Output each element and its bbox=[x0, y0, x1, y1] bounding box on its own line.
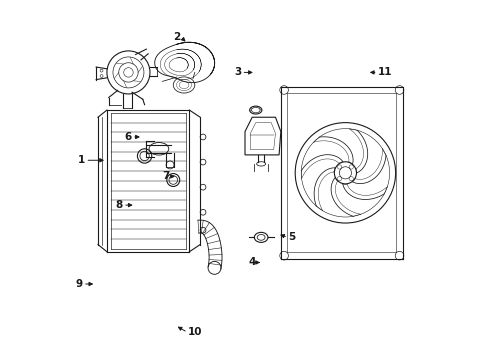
Text: 6: 6 bbox=[125, 132, 132, 142]
Text: 7: 7 bbox=[162, 171, 170, 181]
Text: 9: 9 bbox=[76, 279, 83, 289]
Text: 11: 11 bbox=[378, 67, 392, 77]
Text: 8: 8 bbox=[116, 200, 123, 210]
Text: 3: 3 bbox=[234, 67, 242, 77]
Text: 1: 1 bbox=[78, 155, 85, 165]
Text: 2: 2 bbox=[173, 32, 180, 41]
Text: 4: 4 bbox=[248, 257, 256, 267]
Text: 5: 5 bbox=[288, 232, 295, 242]
Text: 10: 10 bbox=[188, 327, 202, 337]
